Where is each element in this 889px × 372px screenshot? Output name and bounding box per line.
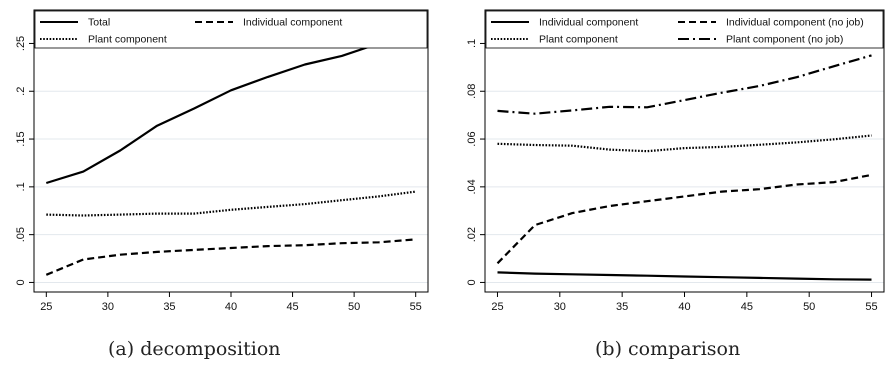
series-line-individual-component — [497, 271, 872, 281]
y-tick-label: .02 — [466, 227, 478, 242]
series-line-plant-component — [46, 190, 416, 217]
x-tick-label: 50 — [803, 301, 815, 313]
legend: Individual component Individual component… — [485, 10, 884, 49]
plot-frame — [33, 9, 429, 293]
series-line-individual-component — [45, 238, 416, 276]
y-tick-label: .05 — [15, 227, 27, 242]
legend-label-individual-component-no-job: Individual component (no job) — [726, 17, 864, 29]
y-tick-label: .1 — [466, 39, 478, 48]
x-tick-label: 45 — [286, 301, 298, 313]
x-tick-label: 55 — [410, 301, 422, 313]
series-line-plant-component-no-job — [497, 54, 872, 115]
series-line-total — [45, 39, 416, 185]
series-line-plant-component — [497, 134, 872, 153]
y-tick-label: 0 — [15, 279, 27, 285]
x-tick-label: 25 — [40, 301, 52, 313]
legend-label-plant-component: Plant component — [539, 34, 618, 46]
x-tick-label: 50 — [348, 301, 360, 313]
x-tick-label: 55 — [865, 301, 877, 313]
x-tick-label: 40 — [225, 301, 237, 313]
x-tick-label: 40 — [678, 301, 690, 313]
x-tick-label: 35 — [163, 301, 175, 313]
y-tick-label: .1 — [15, 182, 27, 191]
legend-label-individual-component: Individual component — [243, 17, 342, 29]
plot-frame — [484, 9, 885, 293]
y-tick-label: .25 — [15, 36, 27, 51]
x-tick-label: 25 — [491, 301, 503, 313]
series-line-individual-component-no-job — [496, 173, 872, 265]
x-tick-label: 45 — [741, 301, 753, 313]
legend-box — [485, 10, 884, 49]
y-tick-label: .04 — [466, 179, 478, 194]
legend-label-total: Total — [88, 17, 110, 29]
x-tick-label: 30 — [554, 301, 566, 313]
y-tick-label: .15 — [15, 131, 27, 146]
legend-label-plant-component-no-job: Plant component (no job) — [726, 34, 843, 46]
y-tick-label: .08 — [466, 84, 478, 99]
x-tick-label: 30 — [102, 301, 114, 313]
legend-box — [34, 10, 428, 49]
y-tick-label: .2 — [15, 87, 27, 96]
caption-comparison: (b) comparison — [595, 338, 741, 360]
chart-comparison: 0 .02 .04 .06 .08 .1 25 30 35 40 45 50 55 Individual … — [466, 9, 885, 313]
chart-decomposition: 0 .05 .1 .15 .2 .25 25 30 35 40 45 50 55 Total Individ… — [15, 9, 429, 313]
y-tick-label: .06 — [466, 131, 478, 146]
y-tick-label: 0 — [466, 279, 478, 285]
caption-decomposition: (a) decomposition — [108, 338, 281, 360]
x-tick-label: 35 — [616, 301, 628, 313]
legend: Total Individual component Plant component — [34, 10, 428, 49]
legend-label-individual-component: Individual component — [539, 17, 638, 29]
legend-label-plant-component: Plant component — [88, 34, 167, 46]
